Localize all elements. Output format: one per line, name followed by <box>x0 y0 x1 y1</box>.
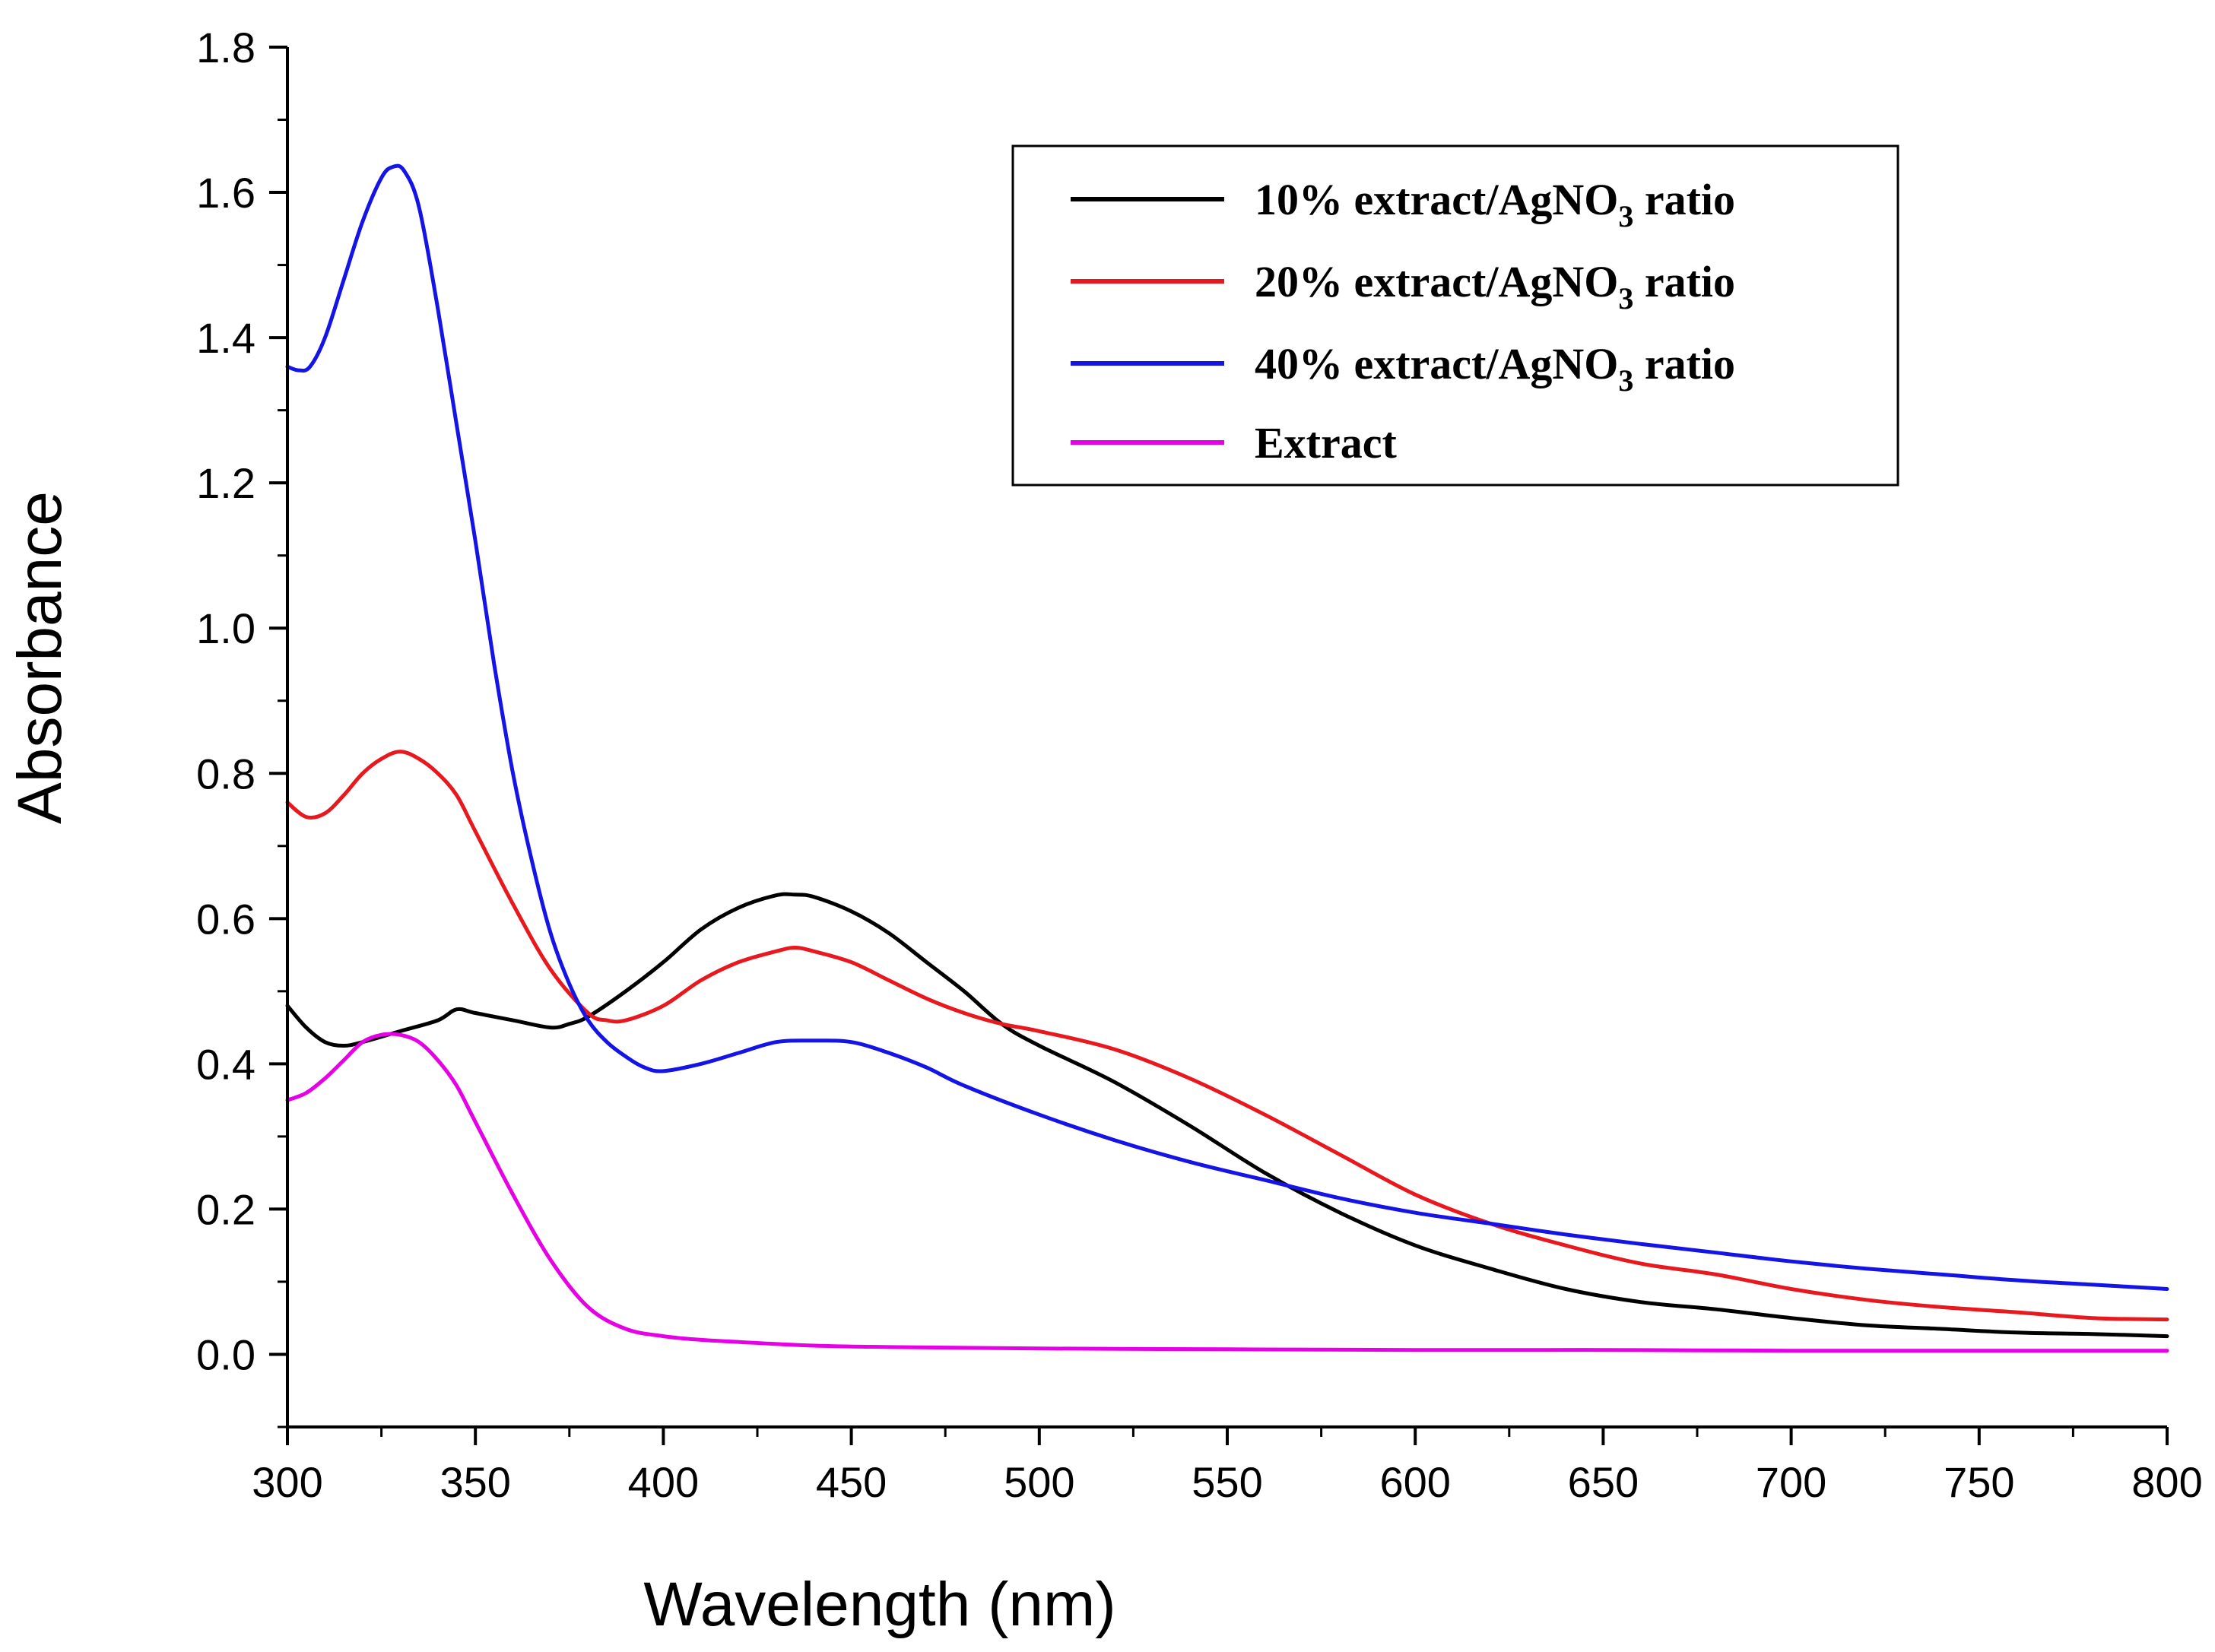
legend-label: Extract <box>1255 418 1397 468</box>
y-tick-label: 1.4 <box>196 314 255 362</box>
series-line-extract <box>285 1032 2169 1353</box>
y-tick-label: 0.0 <box>196 1330 255 1378</box>
x-tick-label: 750 <box>1944 1458 2014 1506</box>
y-tick-label: 1.8 <box>196 24 255 71</box>
x-tick-label: 500 <box>1004 1458 1074 1506</box>
x-tick-label: 350 <box>440 1458 510 1506</box>
y-tick-label: 1.2 <box>196 459 255 507</box>
y-axis-title: Absorbance <box>5 491 75 824</box>
x-tick-label: 550 <box>1192 1458 1262 1506</box>
y-tick-label: 0.8 <box>196 750 255 797</box>
series-line-20-extract-agno3-ratio <box>285 750 2169 1322</box>
y-tick-label: 1.6 <box>196 169 255 217</box>
y-tick-label: 0.4 <box>196 1040 255 1088</box>
legend-label: 20% extract/AgNO3 ratio <box>1255 257 1735 315</box>
y-tick-label: 0.6 <box>196 895 255 943</box>
x-tick-label: 400 <box>628 1458 699 1506</box>
legend-label: 10% extract/AgNO3 ratio <box>1255 175 1735 233</box>
x-tick-label: 450 <box>816 1458 887 1506</box>
x-tick-label: 700 <box>1756 1458 1826 1506</box>
legend: 10% extract/AgNO3 ratio 20% extract/AgNO3… <box>1011 144 1899 487</box>
series-layer <box>285 163 2169 1353</box>
legend-box <box>1011 144 1899 487</box>
x-tick-label: 300 <box>252 1458 322 1506</box>
x-tick-label: 800 <box>2131 1458 2202 1506</box>
series-line-40-extract-agno3-ratio <box>285 163 2169 1291</box>
y-tick-label: 0.2 <box>196 1185 255 1233</box>
y-tick-label: 1.0 <box>196 604 255 652</box>
series-line-10-extract-agno3-ratio <box>285 892 2169 1339</box>
x-tick-label: 650 <box>1568 1458 1639 1506</box>
legend-label: 40% extract/AgNO3 ratio <box>1255 339 1735 398</box>
axes-layer: 300 350 400 450 500 550 600 650 700 750 800 0.0 0.2 0… <box>196 24 2203 1506</box>
x-tick-label: 600 <box>1379 1458 1450 1506</box>
x-axis-title: Wavelength (nm) <box>643 1570 1115 1639</box>
